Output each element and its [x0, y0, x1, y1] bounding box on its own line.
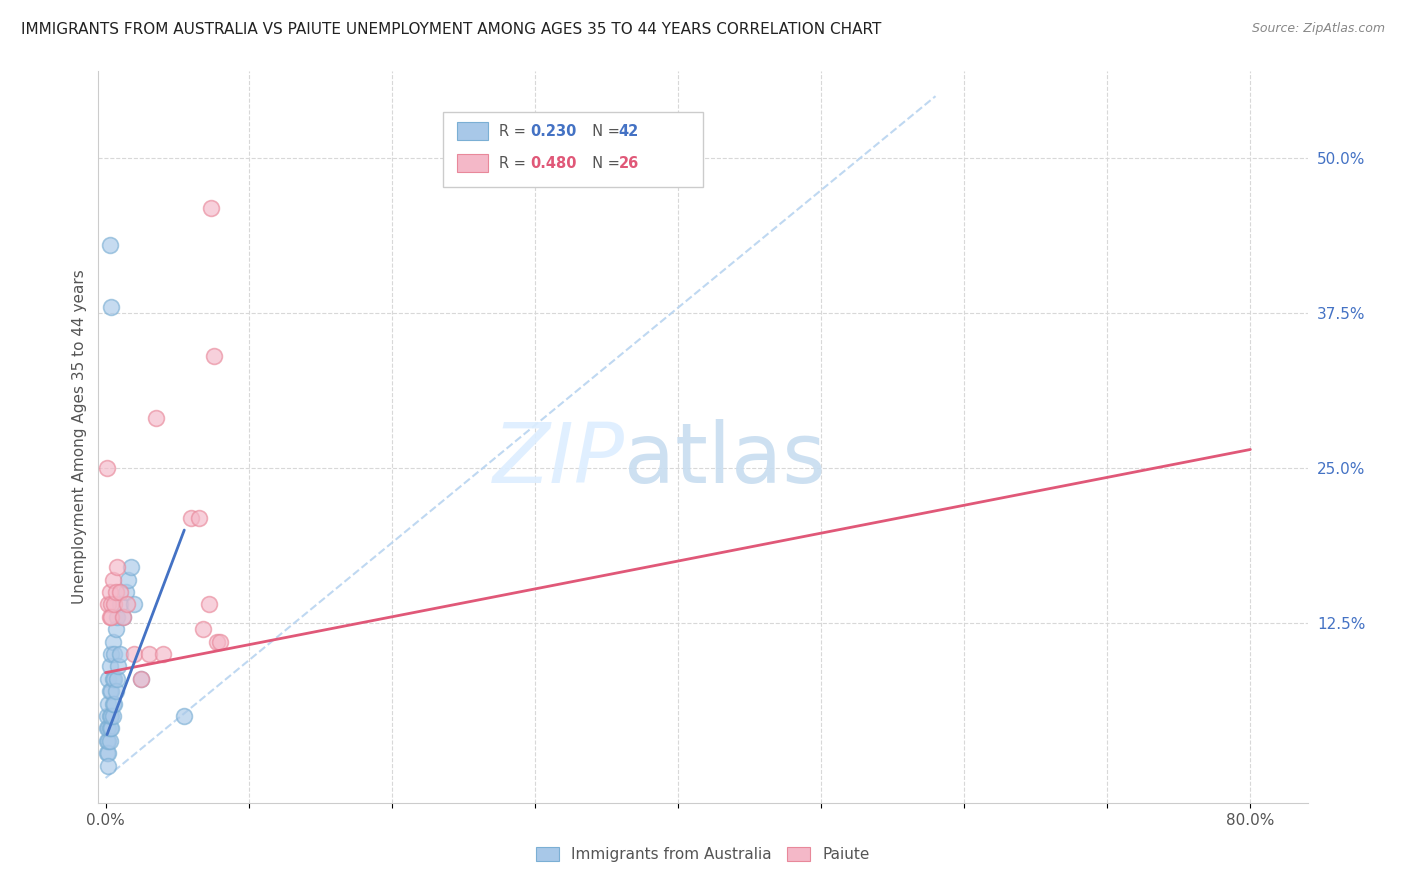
Point: [101, 672, 124, 686]
Point: [100, 598, 122, 612]
Point: [108, 598, 131, 612]
Point: [187, 510, 209, 524]
Point: [98, 684, 121, 698]
Y-axis label: Unemployment Among Ages 35 to 44 years: Unemployment Among Ages 35 to 44 years: [72, 269, 87, 605]
Point: [115, 598, 138, 612]
Point: [105, 610, 128, 624]
Point: [100, 610, 122, 624]
Point: [98, 722, 121, 736]
Text: R =: R =: [499, 156, 530, 170]
Text: Source: ZipAtlas.com: Source: ZipAtlas.com: [1251, 22, 1385, 36]
Point: [98, 585, 121, 599]
Legend: Immigrants from Australia, Paiute: Immigrants from Australia, Paiute: [530, 841, 876, 868]
Point: [202, 350, 225, 364]
Point: [145, 411, 167, 425]
Point: [103, 647, 125, 661]
Point: [101, 634, 124, 648]
Point: [131, 672, 153, 686]
Text: 0.230: 0.230: [530, 124, 576, 138]
Point: [200, 201, 222, 215]
Point: [98, 610, 121, 624]
Text: IMMIGRANTS FROM AUSTRALIA VS PAIUTE UNEMPLOYMENT AMONG AGES 35 TO 44 YEARS CORRE: IMMIGRANTS FROM AUSTRALIA VS PAIUTE UNEM…: [21, 22, 882, 37]
Point: [107, 659, 129, 673]
Point: [191, 622, 214, 636]
Point: [96, 722, 118, 736]
Point: [131, 672, 153, 686]
Point: [114, 585, 136, 599]
Point: [122, 598, 145, 612]
Point: [100, 684, 122, 698]
Text: N =: N =: [583, 156, 626, 170]
Point: [104, 585, 127, 599]
Point: [97, 758, 120, 772]
Point: [97, 734, 120, 748]
Point: [101, 697, 124, 711]
Text: N =: N =: [583, 124, 626, 138]
Point: [105, 560, 128, 574]
Point: [96, 734, 118, 748]
Point: [205, 634, 228, 648]
Point: [101, 709, 124, 723]
Point: [108, 585, 131, 599]
Text: 42: 42: [619, 124, 638, 138]
Point: [111, 610, 134, 624]
Point: [122, 647, 145, 661]
Point: [100, 709, 122, 723]
Point: [209, 634, 232, 648]
Point: [197, 598, 219, 612]
Point: [98, 238, 121, 252]
Point: [103, 697, 125, 711]
Point: [104, 684, 127, 698]
Point: [98, 659, 121, 673]
Point: [105, 672, 128, 686]
Point: [97, 672, 120, 686]
Point: [108, 647, 131, 661]
Point: [100, 722, 122, 736]
Text: ZIP: ZIP: [492, 418, 624, 500]
Point: [152, 647, 174, 661]
Point: [96, 746, 118, 760]
Point: [96, 461, 118, 475]
Point: [101, 573, 124, 587]
Point: [97, 722, 120, 736]
Point: [104, 622, 127, 636]
Point: [111, 610, 134, 624]
Point: [103, 672, 125, 686]
Text: 26: 26: [619, 156, 638, 170]
Text: R =: R =: [499, 124, 530, 138]
Point: [97, 598, 120, 612]
Point: [138, 647, 160, 661]
Point: [117, 573, 139, 587]
Text: atlas: atlas: [624, 418, 827, 500]
Point: [98, 709, 121, 723]
Text: 0.480: 0.480: [530, 156, 576, 170]
Point: [98, 734, 121, 748]
Point: [97, 746, 120, 760]
Point: [103, 598, 125, 612]
Point: [100, 300, 122, 314]
Point: [120, 560, 142, 574]
Point: [173, 709, 195, 723]
Point: [96, 709, 118, 723]
Point: [100, 647, 122, 661]
Point: [97, 697, 120, 711]
Point: [180, 510, 202, 524]
